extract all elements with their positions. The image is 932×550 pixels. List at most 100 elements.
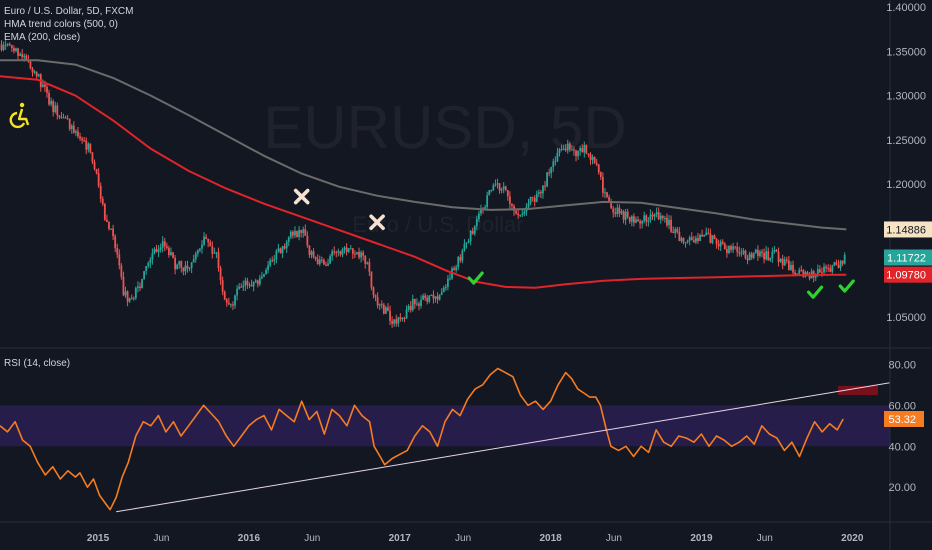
candle-body (333, 251, 336, 253)
candle-body (783, 259, 786, 266)
candle-body (535, 193, 538, 202)
candle-body (46, 86, 48, 93)
candle-body (713, 235, 716, 240)
candle-body (149, 259, 152, 264)
candle-body (190, 262, 193, 268)
candle-body (83, 140, 86, 142)
legend-hma[interactable]: HMA trend colors (500, 0) (4, 19, 118, 30)
candle-body (364, 255, 367, 264)
candle-body (380, 304, 383, 306)
candle-body (151, 253, 154, 260)
candle-body (41, 84, 44, 88)
candle-body (124, 291, 127, 296)
candle-body (399, 317, 402, 320)
candle-body (155, 248, 158, 252)
candle-body (292, 231, 294, 236)
candle-body (763, 253, 765, 260)
candle-body (628, 217, 631, 222)
rsi-tick-label: 40.00 (888, 441, 916, 453)
candle-body (523, 211, 526, 214)
rsi-legend[interactable]: RSI (14, close) (4, 358, 71, 369)
candle-body (480, 208, 482, 214)
candle-body (0, 44, 3, 50)
candle-body (843, 255, 846, 264)
candle-body (440, 292, 443, 295)
price-badge-label: 1.14886 (886, 224, 926, 236)
candle-body (767, 251, 770, 261)
candle-body (736, 247, 739, 252)
watermark-ticker: EURUSD, 5D (263, 94, 626, 161)
candle-body (242, 285, 245, 288)
candle-body (161, 241, 164, 248)
candle-body (358, 252, 360, 258)
candle-body (184, 265, 187, 272)
candle-body (585, 145, 588, 154)
candle-body (785, 259, 788, 261)
candle-body (639, 221, 641, 224)
candle-body (221, 280, 224, 292)
candle-body (188, 267, 191, 269)
candle-body (430, 294, 433, 296)
rsi-axis[interactable]: 80.00 60.00 40.00 20.00 53.32 (884, 359, 924, 494)
candle-body (701, 234, 703, 237)
candle-body (79, 136, 81, 139)
candle-body (457, 257, 460, 268)
candle-body (759, 251, 761, 256)
candle-body (95, 168, 98, 174)
candle-body (112, 228, 115, 237)
candle-body (486, 195, 489, 208)
candle-body (244, 280, 247, 286)
candle-body (790, 264, 792, 270)
candle-body (484, 207, 486, 210)
candle-body (604, 192, 606, 194)
candle-body (599, 172, 602, 177)
candle-body (304, 229, 307, 236)
candle-body (407, 306, 410, 310)
legend-symbol[interactable]: Euro / U.S. Dollar, 5D, FXCM (4, 6, 134, 17)
time-tick-label: Jun (757, 533, 773, 544)
indicator-lines (0, 59, 891, 513)
wheelchair-head (19, 102, 25, 108)
candle-body (622, 211, 625, 220)
candle-body (403, 317, 406, 319)
rsi-badge-label: 53.32 (888, 414, 916, 426)
candle-body (624, 211, 627, 220)
candle-body (635, 219, 637, 223)
candle-body (401, 317, 404, 320)
candle-body (306, 235, 309, 246)
candle-body (707, 232, 710, 234)
candle-body (227, 302, 230, 305)
candle-body (566, 143, 569, 151)
candle-body (581, 148, 584, 153)
candle-body (393, 319, 396, 324)
candle-body (316, 258, 319, 265)
candle-body (732, 246, 734, 250)
candle-body (676, 229, 679, 232)
candle-body (744, 250, 747, 259)
candle-body (715, 239, 718, 244)
candle-body (209, 242, 212, 247)
price-badge (884, 266, 932, 283)
candle-body (153, 248, 156, 254)
price-axis[interactable]: 1.400001.350001.300001.250001.200001.150… (884, 2, 932, 324)
candle-body (705, 232, 708, 236)
candle-body (378, 304, 381, 306)
candle-body (752, 252, 755, 258)
cross-icon (369, 214, 385, 231)
candle-body (420, 299, 422, 306)
time-axis[interactable]: 2015 Jun 2016 Jun 2017 Jun 2018 Jun 2019 Jun 2020 (87, 533, 864, 544)
candle-body (70, 125, 73, 129)
candle-body (201, 244, 203, 249)
candle-body (546, 172, 548, 187)
candle-body (560, 148, 563, 150)
candle-body (668, 219, 670, 226)
legend-ema[interactable]: EMA (200, close) (4, 32, 81, 43)
candle-body (502, 186, 505, 189)
price-tick-label: 1.20000 (886, 179, 926, 191)
candle-body (415, 303, 418, 305)
candle-body (651, 214, 654, 217)
candle-body (374, 295, 377, 298)
candle-body (203, 236, 205, 245)
candle-body (217, 252, 220, 269)
